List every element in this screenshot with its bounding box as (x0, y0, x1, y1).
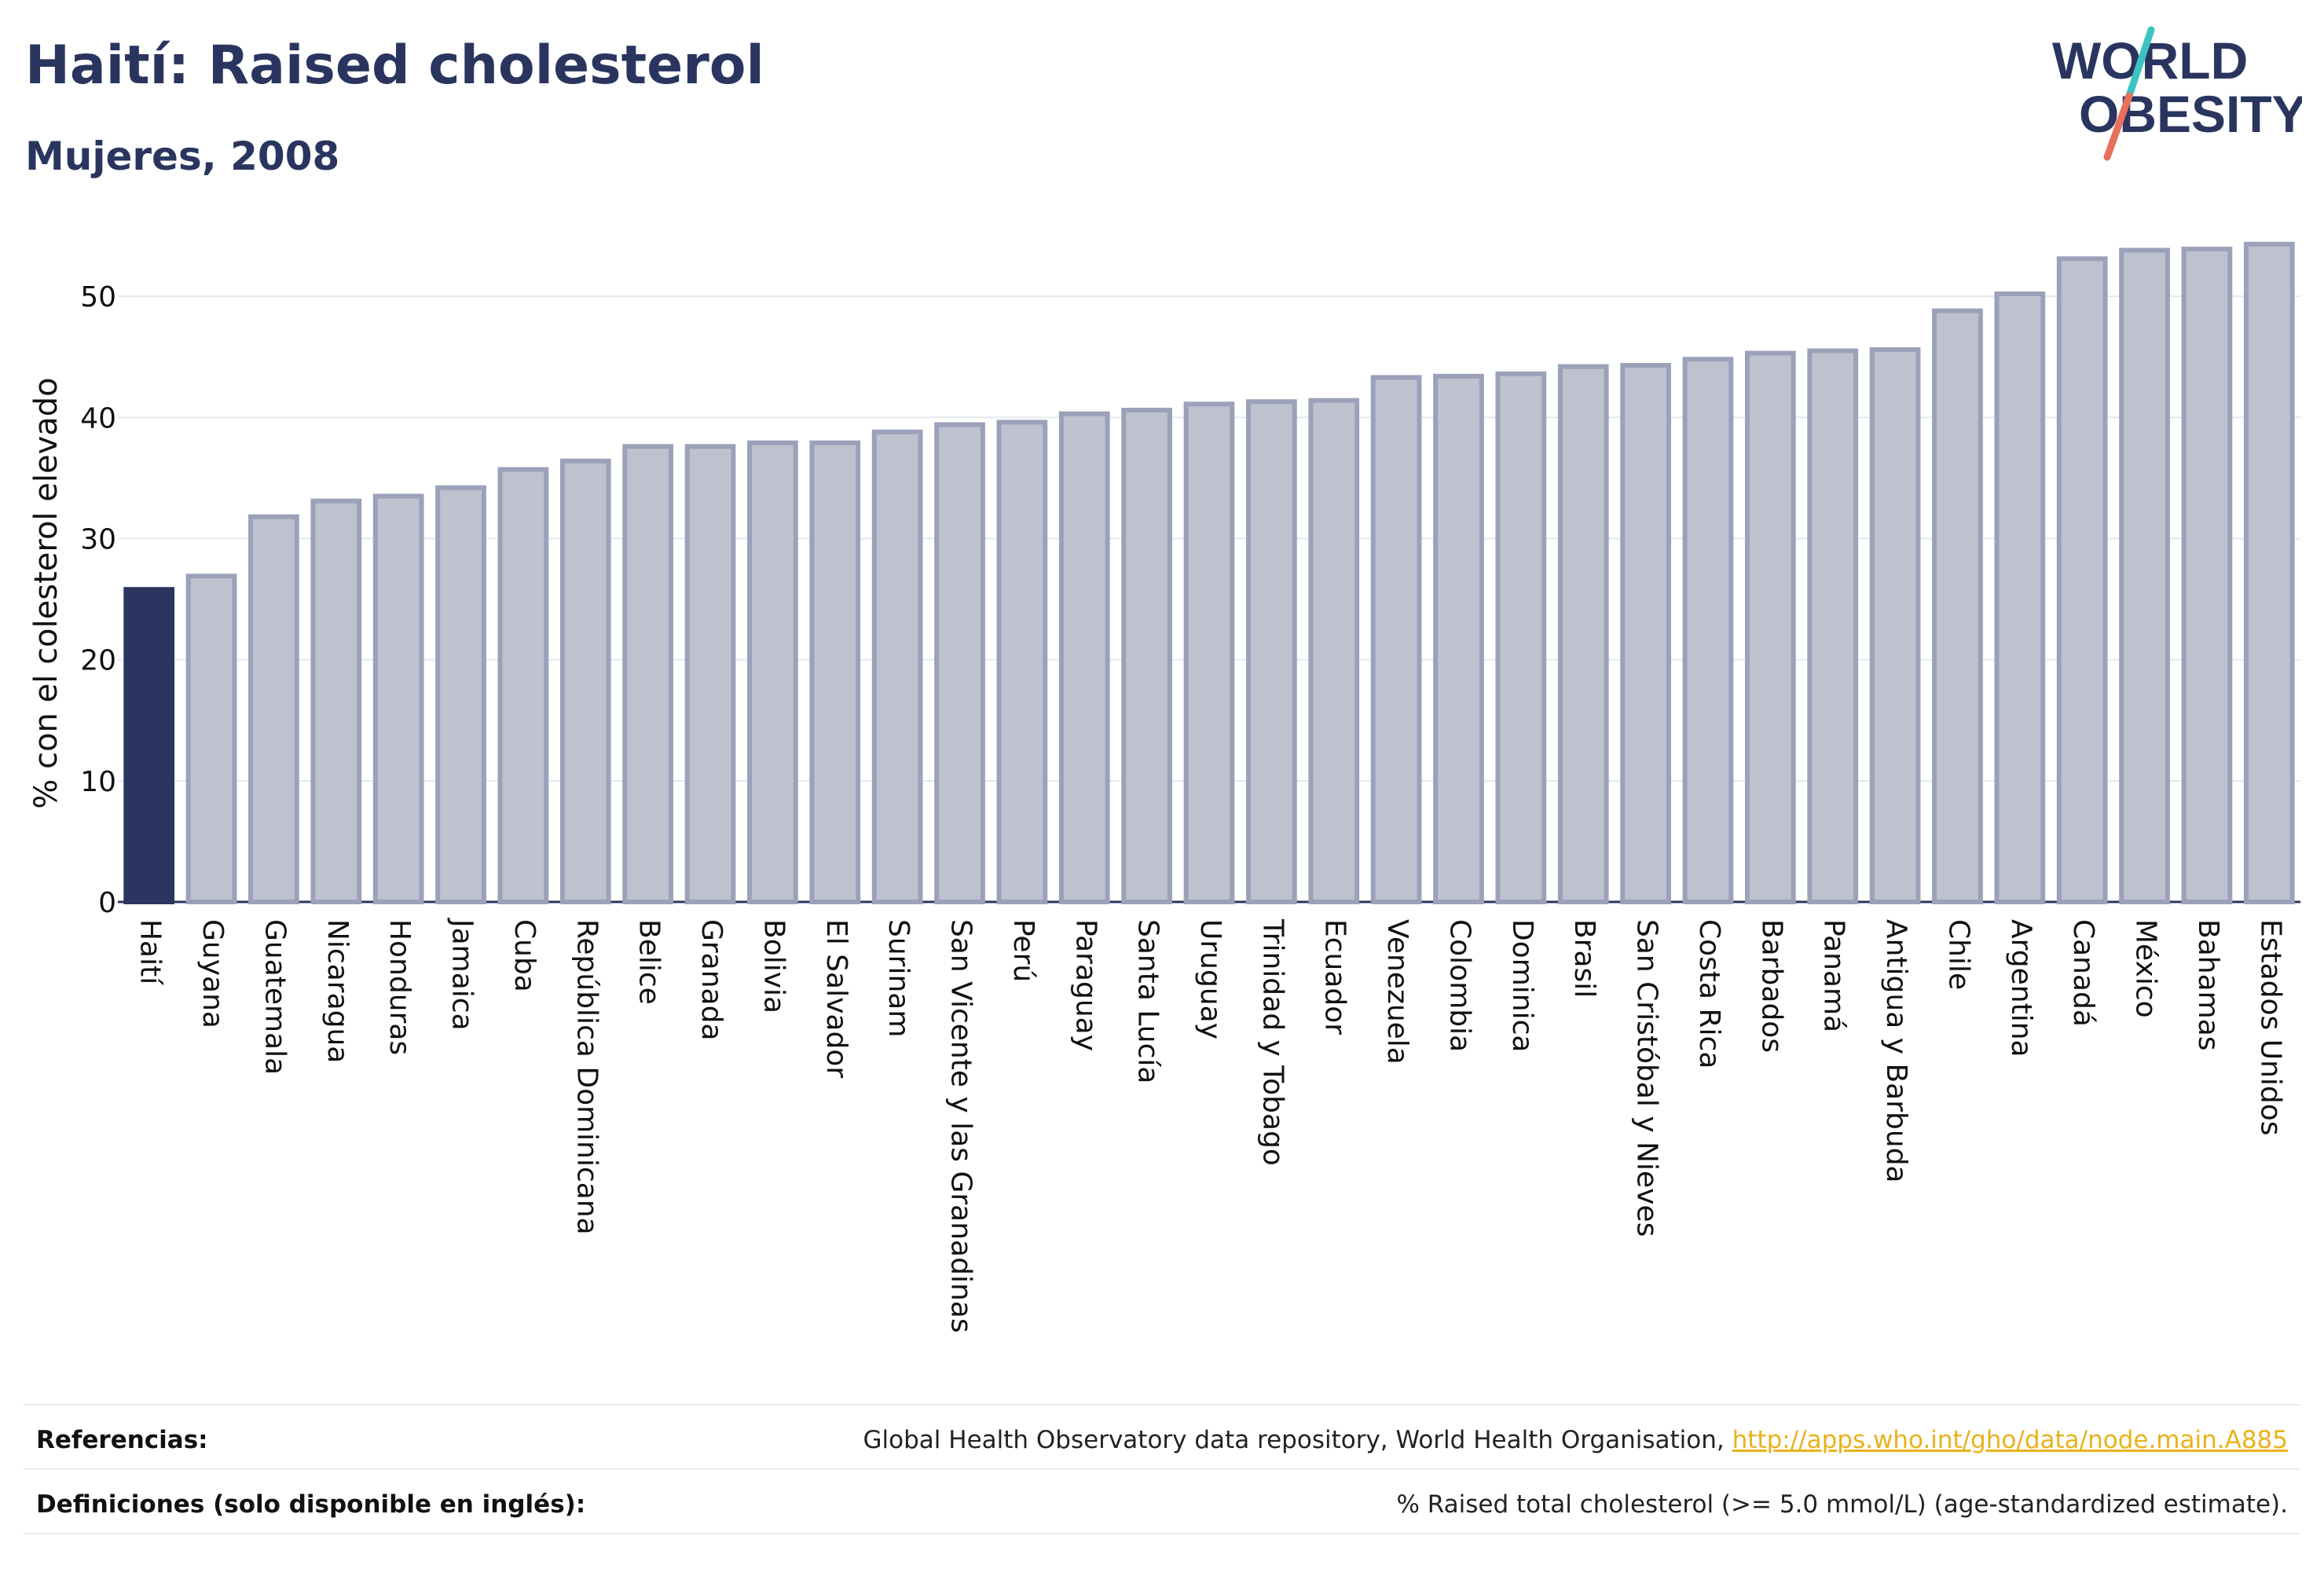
world-obesity-logo: WORLD OBESITY (2052, 26, 2302, 161)
bar-santa-lucía[interactable] (1121, 408, 1172, 904)
x-tick-label: Estados Unidos (2254, 919, 2286, 1136)
bar-honduras[interactable] (372, 493, 424, 904)
x-tick-label: Uruguay (1194, 919, 1226, 1039)
x-tick-label: Jamaica (446, 918, 478, 1031)
y-tick-label: 10 (80, 766, 116, 798)
x-tick-label: Ecuador (1319, 919, 1351, 1035)
x-tick-label: Cuba (508, 919, 541, 992)
y-tick-label: 0 (98, 887, 116, 919)
footer-divider-middle (24, 1468, 2300, 1470)
x-tick-label: Dominica (1506, 919, 1538, 1053)
bar-trinidad-y-tobago[interactable] (1246, 399, 1297, 905)
x-tick-label: Panamá (1818, 919, 1850, 1032)
y-axis-label: % con el colesterol elevado (28, 377, 64, 808)
x-tick-label: Paraguay (1069, 919, 1102, 1051)
bar-paraguay[interactable] (1058, 411, 1110, 904)
x-tick-label: Honduras (383, 919, 416, 1055)
bar-dominica[interactable] (1495, 371, 1547, 904)
x-tick-label: México (2130, 919, 2162, 1018)
y-tick-label: 50 (80, 281, 116, 313)
bar-chart: 0 10 20 30 40 50 Haití Guyana Guatemala Nicaragu… (28, 241, 2300, 1333)
y-tick-label: 20 (80, 645, 116, 677)
x-tick-label: Guyana (196, 919, 229, 1028)
bar-surinam[interactable] (871, 429, 923, 904)
x-tick-label: Canadá (2067, 919, 2099, 1027)
x-tick-label: El Salvador (820, 919, 852, 1078)
bar-san-vicente-y-las-granadinas[interactable] (934, 422, 985, 904)
bar-república-dominicana[interactable] (559, 458, 611, 904)
bar-guatemala[interactable] (248, 514, 299, 905)
x-tick-label: Santa Lucía (1132, 919, 1164, 1083)
references-link[interactable]: http://apps.who.int/gho/data/node.main.A… (1732, 1426, 2288, 1454)
footer-divider-top (24, 1404, 2300, 1406)
bar-ecuador[interactable] (1308, 398, 1360, 905)
bar-granada[interactable] (684, 444, 736, 904)
logo-slash-teal (2124, 26, 2155, 104)
x-tick-label: Belice (633, 919, 665, 1005)
bar-belice[interactable] (622, 444, 674, 904)
x-tick-label: Colombia (1443, 919, 1475, 1052)
bar-antigua-y-barbuda[interactable] (1869, 346, 1921, 904)
bar-chile[interactable] (1932, 308, 1983, 904)
definitions-value: % Raised total cholesterol (>= 5.0 mmol/… (1396, 1490, 2288, 1519)
references-label: Referencias: (36, 1426, 208, 1454)
x-tick-label: Surinam (882, 919, 915, 1037)
bar-jamaica[interactable] (435, 485, 486, 904)
x-tick-label: Brasil (1568, 919, 1600, 998)
references-value: Global Health Observatory data repositor… (863, 1426, 2288, 1454)
footer-divider-bottom (24, 1533, 2300, 1534)
x-tick-label: Trinidad y Tobago (1256, 918, 1288, 1166)
x-tick-label: Guatemala (258, 919, 291, 1075)
definitions-label: Definiciones (solo disponible en inglés)… (36, 1490, 586, 1519)
x-tick-label: Antigua y Barbuda (1880, 919, 1912, 1183)
bar-bahamas[interactable] (2181, 246, 2233, 904)
bars (123, 241, 2295, 905)
x-tick-label: San Vicente y las Granadinas (945, 919, 977, 1333)
x-tick-label: Costa Rica (1693, 919, 1725, 1068)
x-tick-label: Bolivia (757, 919, 790, 1013)
bar-bolivia[interactable] (747, 440, 798, 904)
x-tick-label: Haití (134, 919, 167, 985)
bar-méxico[interactable] (2119, 247, 2170, 904)
bar-cuba[interactable] (497, 467, 549, 904)
y-tick-labels: 0 10 20 30 40 50 (80, 281, 116, 919)
bar-haití[interactable] (123, 587, 175, 905)
bar-brasil[interactable] (1557, 364, 1609, 904)
x-tick-label: Granada (695, 919, 728, 1041)
x-tick-label: Chile (1942, 919, 1974, 990)
chart-subtitle: Mujeres, 2008 (25, 134, 340, 179)
x-tick-label: Venezuela (1381, 919, 1413, 1065)
x-tick-label: Perú (1007, 919, 1039, 982)
bar-guyana[interactable] (185, 574, 237, 904)
bar-estados-unidos[interactable] (2243, 241, 2295, 904)
bar-panamá[interactable] (1807, 348, 1859, 904)
x-tick-label: Argentina (2005, 919, 2037, 1057)
references-text: Global Health Observatory data repositor… (863, 1426, 1732, 1454)
y-tick-label: 40 (80, 402, 116, 434)
bar-san-cristóbal-y-nieves[interactable] (1620, 362, 1671, 904)
x-tick-label: Bahamas (2192, 919, 2224, 1051)
bar-canadá[interactable] (2056, 256, 2108, 904)
bar-venezuela[interactable] (1370, 375, 1422, 905)
x-tick-label: Barbados (1755, 919, 1787, 1053)
bar-costa-rica[interactable] (1682, 357, 1734, 904)
chart-title: Haití: Raised cholesterol (25, 35, 764, 97)
x-tick-labels: Haití Guyana Guatemala Nicaragua Honduras Jam… (134, 918, 2287, 1333)
bar-uruguay[interactable] (1183, 401, 1235, 904)
bar-barbados[interactable] (1744, 350, 1796, 905)
bar-colombia[interactable] (1433, 373, 1484, 905)
y-tick-label: 30 (80, 523, 116, 555)
bar-perú[interactable] (996, 420, 1048, 904)
logo-slash-red (2103, 92, 2133, 161)
x-tick-label: Nicaragua (321, 919, 354, 1063)
bar-nicaragua[interactable] (310, 498, 362, 905)
bar-el-salvador[interactable] (809, 440, 861, 904)
x-tick-label: San Cristóbal y Nieves (1631, 919, 1663, 1237)
bar-argentina[interactable] (1994, 291, 2046, 904)
x-tick-label: República Dominicana (570, 919, 603, 1235)
